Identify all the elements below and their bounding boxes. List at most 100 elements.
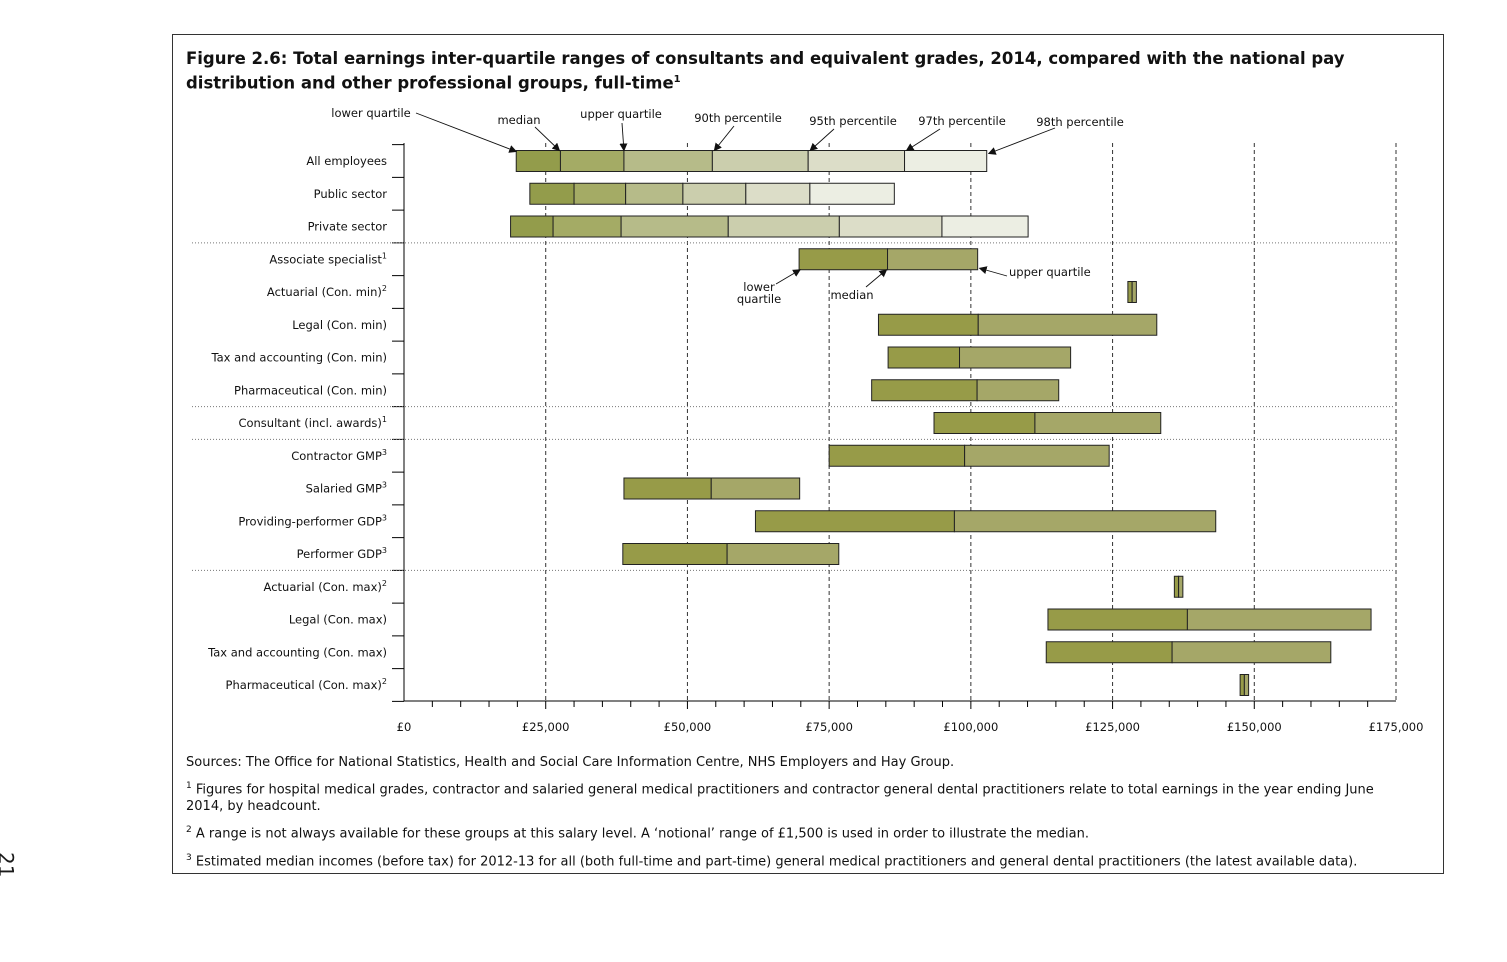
footnote-1: 1 Figures for hospital medical grades, c… — [186, 778, 1396, 815]
bar-segment-private-sector-3 — [727, 215, 840, 238]
bar-lower-pharmaceutical-con-max — [1239, 674, 1245, 696]
bar-upper-pharmaceutical-con-max — [1243, 674, 1250, 696]
bar-upper-contractor-gmp — [964, 444, 1110, 467]
bar-segment-all-employees-3 — [711, 150, 809, 172]
bar-upper-actuarial-con-min — [1131, 281, 1137, 303]
row-label-text: All employees — [306, 154, 387, 168]
bar-lower-consultant-incl-awards — [933, 412, 1036, 434]
legend-arrow-upper-quartile — [619, 122, 628, 152]
footnote-2-text: A range is not always available for thes… — [191, 826, 1089, 842]
row-label-public-sector: Public sector — [314, 187, 388, 201]
x-tick-label: £125,000 — [1085, 720, 1140, 734]
x-tick-label: £100,000 — [943, 720, 998, 734]
bar-upper-tax-and-accounting-con-min — [959, 346, 1072, 369]
legend-label-lower-quartile: lower quartile — [331, 106, 410, 120]
row-label-footnote-mark: 1 — [382, 251, 387, 260]
row-label-footnote-mark: 3 — [382, 546, 387, 555]
bar-lower-associate-specialist — [798, 248, 889, 271]
bar-upper-tax-and-accounting-con-max — [1171, 641, 1332, 664]
bar-segment-public-sector-5 — [809, 182, 895, 205]
row-label-contractor-gmp: Contractor GMP3 — [291, 448, 387, 463]
bar-upper-legal-con-min — [977, 313, 1158, 336]
bar-segment-private-sector-2 — [620, 215, 729, 238]
footnote-1-text: Figures for hospital medical grades, con… — [186, 782, 1374, 815]
row-label-text: Performer GDP — [297, 547, 382, 561]
legend-arrow-median — [534, 126, 561, 152]
row-label-text: Providing-performer GDP — [238, 514, 382, 528]
row-label-footnote-mark: 1 — [382, 415, 387, 424]
bar-upper-legal-con-max — [1186, 608, 1372, 631]
bar-upper-salaried-gmp — [710, 477, 801, 500]
bar-upper-performer-gdp — [726, 543, 840, 565]
legend-arrow-90th-percentile — [713, 125, 735, 152]
footnote-1-mark: 1 — [186, 781, 192, 791]
row-label-text: Pharmaceutical (Con. max) — [226, 678, 382, 692]
example-legend-lower-quartile-line: quartile — [737, 292, 781, 306]
footnote-2-mark: 2 — [186, 825, 192, 836]
row-label-text: Legal (Con. max) — [289, 613, 387, 627]
bar-segment-private-sector-5 — [941, 215, 1029, 238]
row-label-text: Actuarial (Con. max) — [264, 580, 382, 594]
bar-lower-legal-con-max — [1047, 608, 1188, 631]
row-label-text: Tax and accounting (Con. max) — [207, 645, 387, 659]
row-label-actuarial-con-max: Actuarial (Con. max)2 — [264, 579, 387, 594]
x-tick-label: £25,000 — [522, 720, 570, 734]
row-label-all-employees: All employees — [306, 154, 387, 168]
bar-segment-public-sector-4 — [745, 182, 811, 205]
x-tick-label: £175,000 — [1369, 720, 1424, 734]
footnote-3: 3 Estimated median incomes (before tax) … — [186, 850, 1396, 870]
row-label-associate-specialist: Associate specialist1 — [269, 251, 387, 266]
footnote-3-text: Estimated median incomes (before tax) fo… — [191, 853, 1358, 869]
x-tick-label: £75,000 — [805, 720, 853, 734]
x-tick-label: £0 — [397, 720, 412, 734]
row-label-salaried-gmp: Salaried GMP3 — [306, 481, 387, 496]
bar-segment-public-sector-2 — [625, 182, 684, 205]
sources-note: Sources: The Office for National Statist… — [186, 755, 955, 770]
figure-title: Figure 2.6: Total earnings inter-quartil… — [186, 48, 1386, 94]
bar-upper-providing-performer-gdp — [953, 510, 1217, 533]
figure-title-footnote-mark: 1 — [673, 74, 681, 85]
row-label-providing-performer-gdp: Providing-performer GDP3 — [238, 513, 387, 528]
row-label-text: Salaried GMP — [306, 482, 382, 496]
bar-lower-tax-and-accounting-con-max — [1045, 641, 1173, 664]
row-label-text: Legal (Con. min) — [292, 318, 387, 332]
row-label-text: Contractor GMP — [291, 449, 382, 463]
bar-segment-all-employees-4 — [807, 150, 906, 172]
footnote-2: 2 A range is not always available for th… — [186, 822, 1396, 842]
row-label-footnote-mark: 3 — [382, 513, 387, 522]
row-label-footnote-mark: 2 — [382, 284, 387, 293]
bar-segment-public-sector-3 — [682, 182, 747, 205]
row-label-footnote-mark: 2 — [382, 579, 387, 588]
bar-segment-private-sector-4 — [838, 215, 943, 238]
row-label-text: Pharmaceutical (Con. min) — [234, 383, 387, 397]
bar-upper-associate-specialist — [887, 248, 979, 271]
bar-lower-legal-con-min — [877, 313, 979, 336]
row-label-actuarial-con-min: Actuarial (Con. min)2 — [267, 284, 387, 299]
bar-segment-all-employees-0 — [515, 150, 561, 172]
x-tick-label: £150,000 — [1227, 720, 1282, 734]
bar-upper-actuarial-con-max — [1178, 575, 1184, 598]
row-label-text: Tax and accounting (Con. min) — [211, 351, 388, 365]
example-arrow-upper-quartile — [978, 266, 1008, 277]
example-legend-lower-quartile-line: lower — [743, 280, 775, 294]
bar-lower-actuarial-con-max — [1173, 575, 1180, 598]
bar-segment-private-sector-0 — [510, 215, 554, 238]
figure-frame — [172, 34, 1444, 874]
legend-label-95th-percentile: 95th percentile — [809, 114, 897, 128]
bar-lower-providing-performer-gdp — [754, 510, 955, 533]
row-label-footnote-mark: 3 — [382, 481, 387, 490]
figure-notes: Sources: The Office for National Statist… — [186, 754, 1396, 877]
x-tick-label: £50,000 — [664, 720, 712, 734]
footnote-3-mark: 3 — [186, 852, 192, 863]
bar-upper-consultant-incl-awards — [1034, 412, 1162, 434]
row-label-footnote-mark: 3 — [382, 448, 387, 457]
legend-arrow-98th-percentile — [987, 127, 1056, 155]
example-legend-lower-quartile: lower quartile — [737, 280, 781, 306]
legend-arrow-97th-percentile — [905, 128, 941, 152]
example-arrow-median — [865, 269, 888, 288]
legend-label-median: median — [497, 113, 540, 127]
bar-segment-all-employees-1 — [559, 150, 625, 172]
row-label-footnote-mark: 2 — [382, 677, 387, 686]
row-label-legal-con-max: Legal (Con. max) — [289, 613, 387, 627]
legend-label-98th-percentile: 98th percentile — [1036, 115, 1124, 129]
